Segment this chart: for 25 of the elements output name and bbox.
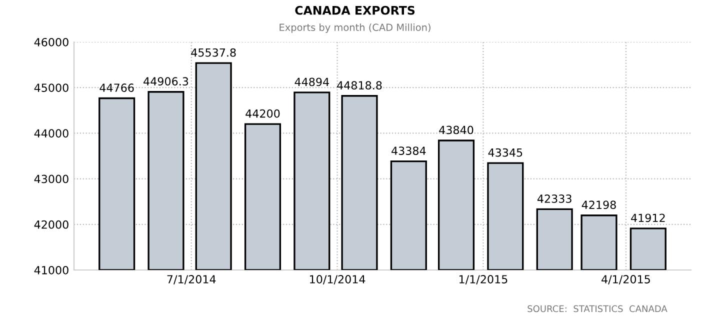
source-note: SOURCE: STATISTICS CANADA [528, 305, 668, 312]
y-tick-label: 43000 [34, 174, 68, 184]
data-label: 42333 [537, 194, 572, 203]
x-tick-label: 4/1/2015 [602, 275, 650, 284]
data-label: 42198 [582, 200, 616, 210]
data-label: 44894 [294, 78, 329, 86]
chart-title: CANADA EXPORTS [295, 6, 415, 15]
x-tick-label: 1/1/2015 [459, 275, 508, 284]
y-tick-label: 45000 [34, 84, 68, 92]
data-label: 45537.8 [191, 48, 236, 57]
data-label: 44906.3 [144, 77, 188, 86]
data-label: 44818.8 [337, 81, 382, 90]
data-label: 44766 [100, 84, 134, 92]
x-tick-label: 7/1/2014 [167, 275, 216, 284]
y-tick-label: 41000 [34, 266, 68, 274]
x-tick-label: 10/1/2014 [310, 275, 366, 284]
data-label: 41912 [631, 214, 665, 222]
data-label: 43384 [392, 146, 426, 155]
data-label: 43345 [488, 148, 522, 157]
y-tick-label: 46000 [34, 38, 68, 46]
data-label: 43840 [439, 126, 474, 134]
chart-subtitle: Exports by month (CAD Million) [280, 23, 430, 33]
y-tick-label: 42000 [34, 220, 68, 229]
y-tick-label: 44000 [34, 129, 68, 138]
data-label: 44200 [246, 109, 280, 118]
